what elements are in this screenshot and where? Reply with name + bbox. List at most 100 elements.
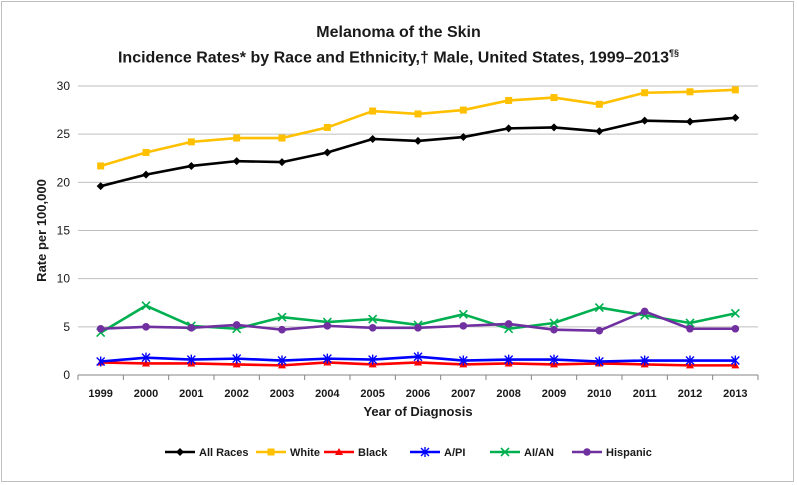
data-point-hispanic: [323, 322, 332, 330]
series-line-all-races: [100, 116, 736, 188]
legend-label-white: White: [290, 447, 320, 459]
data-point-a-pi: [504, 354, 514, 365]
y-tick-label: 30: [57, 79, 71, 93]
legend-label-all-races: All Races: [199, 447, 249, 459]
data-point-all-races: [278, 158, 286, 167]
data-point-hispanic: [142, 323, 150, 331]
x-tick-label: 2000: [134, 388, 158, 400]
data-point-all-races: [96, 182, 105, 191]
data-point-hispanic: [187, 323, 196, 332]
legend-label-black: Black: [358, 447, 388, 459]
data-point-hispanic: [459, 322, 468, 330]
x-tick-label: 2004: [315, 388, 340, 400]
data-point-white: [459, 106, 467, 114]
data-point-a-pi: [640, 355, 650, 366]
data-point-black: [414, 358, 422, 366]
data-point-a-pi: [232, 353, 242, 364]
y-tick-label: 10: [57, 272, 71, 286]
legend-marker-hispanic: [583, 448, 591, 456]
y-axis-title: Rate per 100,000: [34, 179, 49, 282]
y-tick-label: 20: [57, 175, 71, 189]
data-point-hispanic: [414, 323, 422, 332]
data-point-ai-an: [549, 318, 559, 328]
y-tick-label: 25: [57, 127, 71, 141]
data-point-black: [232, 360, 241, 368]
data-point-all-races: [368, 134, 377, 143]
data-point-hispanic: [731, 324, 740, 333]
data-point-a-pi: [141, 352, 151, 363]
data-point-a-pi: [685, 355, 695, 366]
chart-subtitle-footnote-marks: ¶§: [669, 48, 680, 58]
data-point-a-pi: [368, 354, 378, 365]
x-tick-label: 2009: [542, 388, 566, 400]
x-tick-label: 1999: [88, 388, 112, 400]
data-point-ai-an: [368, 314, 378, 324]
data-point-white: [414, 110, 422, 118]
data-point-ai-an: [594, 303, 604, 313]
data-point-ai-an: [458, 309, 468, 319]
data-point-a-pi: [413, 351, 423, 362]
x-tick-label: 2010: [587, 388, 611, 400]
data-point-ai-an: [141, 301, 151, 311]
data-point-hispanic: [96, 324, 105, 333]
data-point-hispanic: [232, 321, 241, 329]
y-tick-label: 15: [57, 224, 71, 238]
data-point-white: [505, 96, 513, 104]
x-tick-label: 2008: [496, 388, 520, 400]
chart-title: Melanoma of the Skin: [316, 24, 481, 41]
data-point-white: [369, 107, 377, 115]
data-point-a-pi: [730, 355, 740, 366]
legend-label-hispanic: Hispanic: [606, 447, 652, 459]
chart-subtitle: Incidence Rates* by Race and Ethnicity,†…: [0, 48, 797, 67]
x-tick-label: 2013: [723, 388, 747, 400]
data-point-hispanic: [504, 320, 513, 328]
data-point-hispanic: [686, 324, 694, 333]
data-point-ai-an: [277, 312, 287, 322]
data-point-all-races: [232, 157, 241, 166]
data-point-white: [97, 162, 105, 170]
x-tick-label: 2005: [360, 388, 384, 400]
data-point-a-pi: [322, 353, 332, 364]
data-point-all-races: [595, 127, 604, 136]
x-tick-label: 2002: [224, 388, 248, 400]
data-point-all-races: [640, 116, 649, 125]
data-point-white: [233, 134, 241, 142]
x-axis-title: Year of Diagnosis: [363, 404, 472, 419]
x-tick-label: 2001: [179, 388, 203, 400]
legend-label-ai-an: AI/AN: [524, 447, 554, 459]
series-line-white: [100, 88, 736, 168]
data-point-hispanic: [640, 307, 649, 316]
legend-marker-a-pi: [420, 447, 430, 457]
data-point-hispanic: [550, 325, 558, 334]
legend-label-a-pi: A/PI: [444, 447, 465, 459]
x-tick-label: 2007: [451, 388, 475, 400]
data-point-white: [731, 86, 739, 94]
data-point-all-races: [459, 133, 468, 142]
data-point-a-pi: [186, 354, 196, 365]
legend-marker-all-races: [176, 448, 184, 456]
data-point-black: [142, 359, 150, 367]
data-point-ai-an: [730, 308, 740, 318]
data-point-a-pi: [458, 355, 468, 366]
data-point-white: [323, 123, 331, 131]
data-point-white: [142, 148, 150, 156]
data-point-white: [278, 134, 286, 142]
x-tick-label: 2003: [270, 388, 294, 400]
data-point-all-races: [142, 170, 150, 179]
data-point-all-races: [731, 113, 740, 122]
legend-marker-black: [335, 448, 343, 455]
data-point-all-races: [414, 136, 422, 145]
data-point-a-pi: [96, 356, 106, 367]
data-point-hispanic: [595, 326, 604, 335]
x-tick-label: 2011: [633, 388, 657, 400]
data-point-all-races: [550, 123, 558, 132]
data-point-all-races: [187, 161, 196, 170]
chart-subtitle-text: Incidence Rates* by Race and Ethnicity,†…: [117, 49, 670, 67]
legend-marker-white: [267, 448, 275, 456]
x-tick-label: 2012: [678, 388, 702, 400]
data-point-ai-an: [685, 318, 695, 328]
data-point-white: [641, 89, 649, 97]
y-tick-label: 0: [63, 368, 70, 382]
